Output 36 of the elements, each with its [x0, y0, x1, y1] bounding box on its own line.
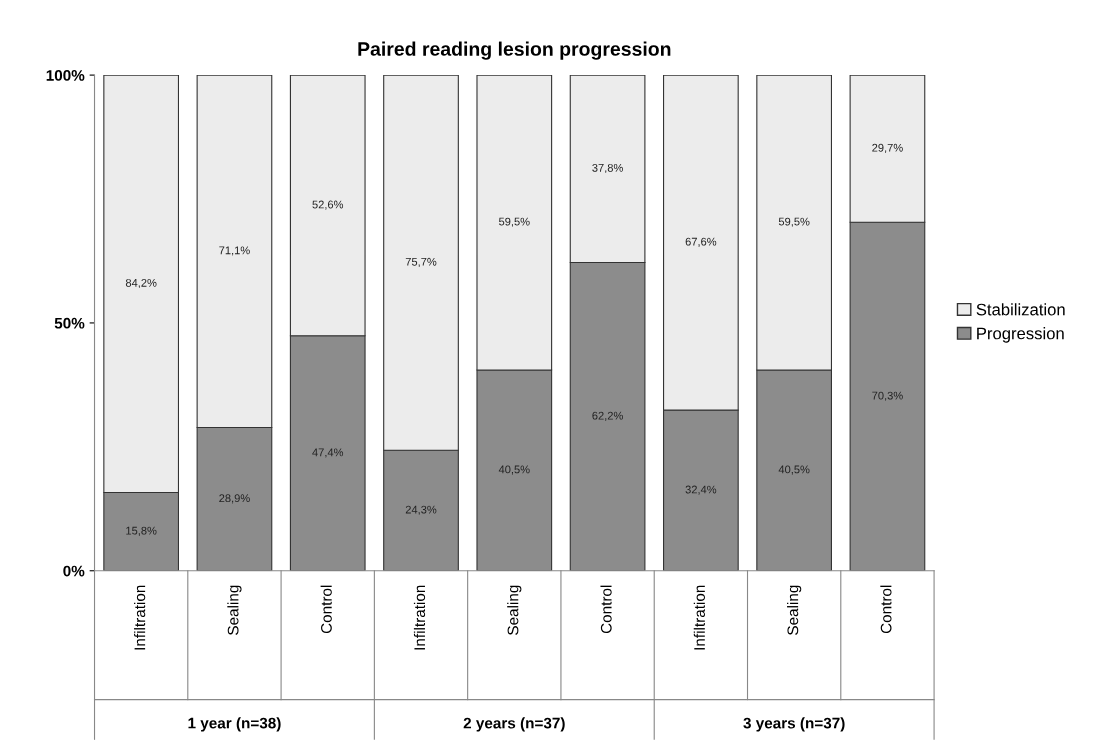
data-label: 84,2% [125, 278, 157, 289]
data-label: 37,8% [592, 163, 623, 174]
data-label: 62,2% [592, 411, 623, 421]
data-label: 67,6% [685, 237, 717, 247]
text: 1 year (n=38) [188, 717, 281, 732]
x-tick-label: Sealing [787, 585, 802, 635]
y-tick-label: 0% [63, 565, 85, 577]
data-label: 75,7% [405, 257, 437, 267]
data-label: 40,5% [498, 465, 530, 475]
data-label: 29,7% [872, 143, 903, 153]
y-tick-label: 50% [54, 317, 85, 329]
data-label: 59,5% [498, 217, 530, 227]
x-tick-label: Infiltration [413, 585, 426, 650]
chart-title: Paired reading lesion progression [358, 41, 671, 60]
x-tick-label: Control [600, 585, 612, 634]
data-label: 24,3% [405, 505, 437, 515]
data-label: 15,8% [126, 526, 157, 536]
x-tick-label: Infiltration [693, 585, 705, 650]
legend-label: Stabilization [976, 303, 1065, 316]
legend-label: Progression [977, 327, 1064, 343]
x-tick-label: Control [320, 585, 332, 634]
text: 3 years (n=37) [743, 717, 845, 732]
data-label: 70,3% [872, 391, 903, 401]
y-tick-label: 100% [46, 69, 85, 81]
data-label: 59,5% [778, 217, 810, 227]
data-label: 32,4% [685, 485, 717, 495]
x-tick-label: Infiltration [134, 585, 146, 650]
data-label: 52,6% [312, 200, 344, 210]
data-label: 47,4% [312, 448, 344, 458]
data-label: 28,9% [219, 494, 250, 504]
x-tick-label: Control [880, 585, 892, 634]
x-tick-label: Sealing [227, 585, 242, 635]
data-label: 40,5% [778, 465, 810, 475]
data-label: 71,1% [219, 246, 250, 256]
x-tick-label: Sealing [507, 585, 522, 635]
text: 2 years (n=37) [463, 717, 565, 732]
